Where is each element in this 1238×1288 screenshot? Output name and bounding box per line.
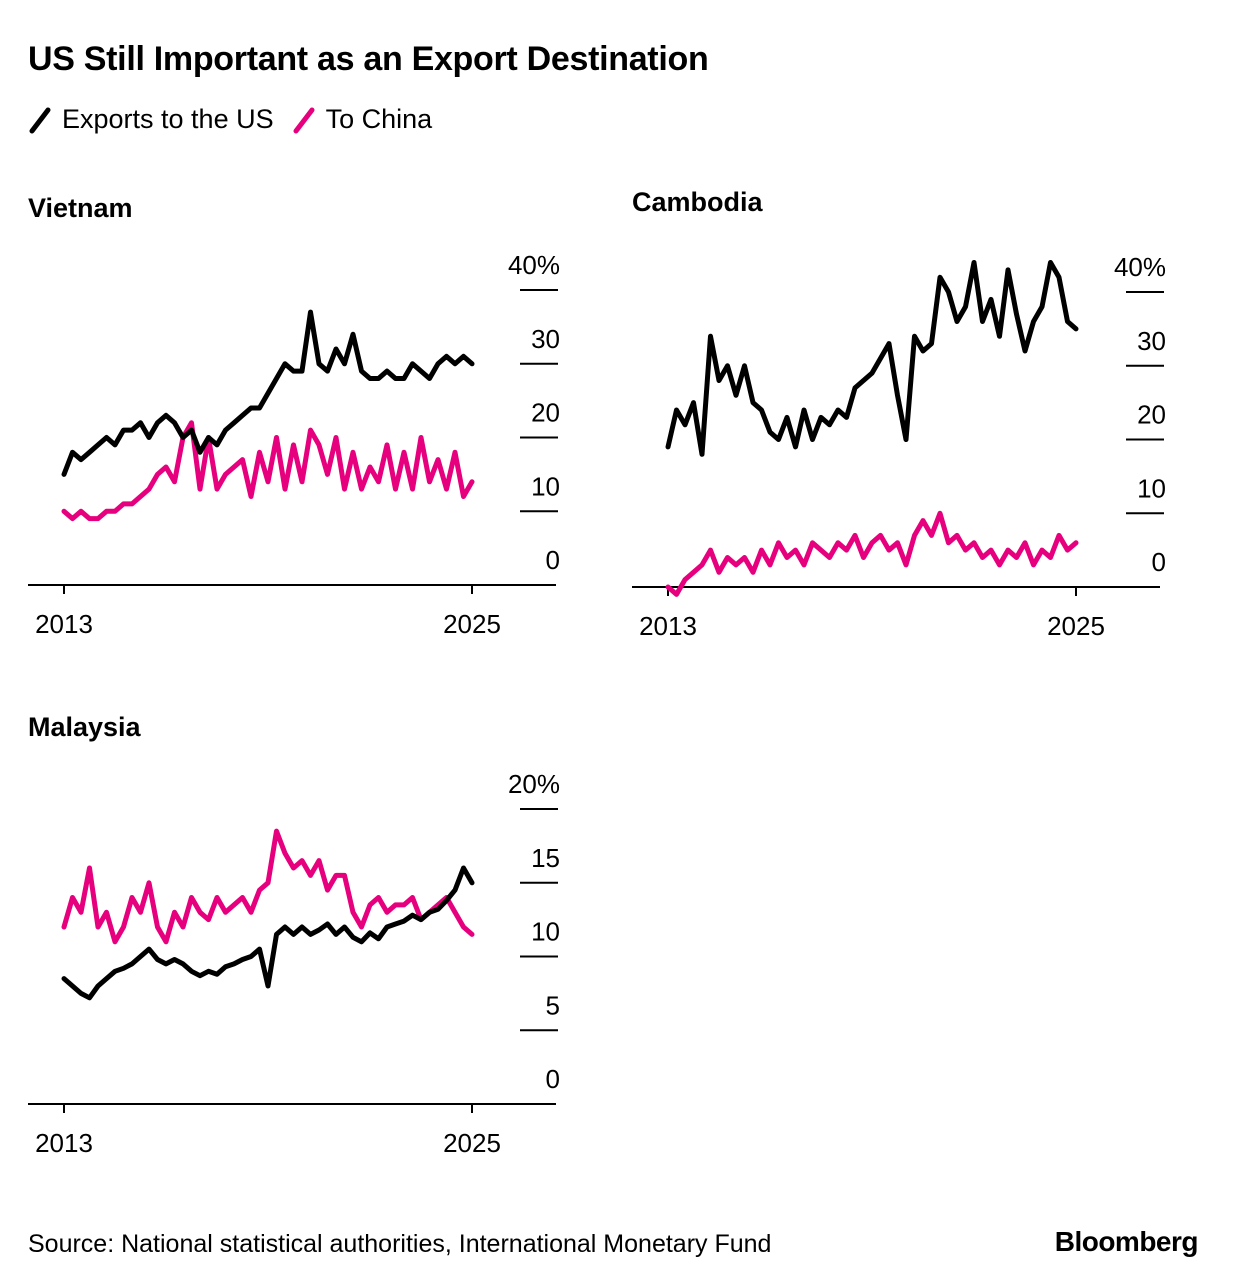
- series-line-us: [61, 865, 475, 1001]
- y-tick-label: 40%: [1114, 252, 1166, 282]
- legend-swatch-china: [293, 107, 315, 133]
- y-tick-label: 0: [546, 545, 560, 575]
- y-tick-label: 20: [1137, 400, 1166, 430]
- y-tick-label: 0: [546, 1064, 560, 1094]
- legend-swatch-china-mark: [293, 107, 315, 133]
- y-tick-label: 30: [1137, 326, 1166, 356]
- source-note: Source: National statistical authorities…: [28, 1230, 772, 1258]
- x-tick-label: 2013: [35, 609, 93, 639]
- x-tick-label: 2025: [443, 609, 501, 639]
- y-tick-label: 10: [531, 917, 560, 947]
- x-tick-label: 2013: [35, 1128, 93, 1158]
- series-line-us: [61, 309, 475, 477]
- legend-swatch-us-mark: [29, 107, 51, 133]
- y-tick-label: 30: [531, 324, 560, 354]
- series-line-china: [61, 420, 475, 522]
- y-tick-label: 15: [531, 843, 560, 873]
- x-tick-label: 2013: [639, 611, 697, 641]
- y-tick-label: 0: [1152, 547, 1166, 577]
- x-tick-label: 2025: [443, 1128, 501, 1158]
- panel-malaysia: Malaysia 0 5 10 15 20% 2013 2025: [28, 712, 560, 1158]
- y-tick-label: 10: [531, 471, 560, 501]
- legend-swatch-us: [29, 107, 51, 133]
- panel-vietnam: Vietnam 0 10 20 30 40% 2013 2025: [28, 193, 560, 639]
- legend-label-us: Exports to the US: [62, 104, 274, 134]
- chart-title: US Still Important as an Export Destinat…: [28, 40, 709, 78]
- y-tick-label: 20: [531, 398, 560, 428]
- series-line-us: [665, 260, 1079, 457]
- legend: Exports to the US To China: [28, 104, 450, 135]
- y-tick-label: 20%: [508, 769, 560, 799]
- y-tick-label: 10: [1137, 473, 1166, 503]
- y-tick-label: 40%: [508, 250, 560, 280]
- y-tick-label: 5: [546, 990, 560, 1020]
- legend-label-china: To China: [325, 104, 433, 134]
- panel-title: Malaysia: [28, 712, 142, 742]
- panel-title: Vietnam: [28, 193, 133, 223]
- legend-item-us: Exports to the US: [28, 104, 274, 135]
- series-line-china: [61, 828, 475, 945]
- panel-cambodia: Cambodia 0 10 20 30 40% 2013 2025: [632, 187, 1166, 641]
- x-tick-label: 2025: [1047, 611, 1105, 641]
- panel-title: Cambodia: [632, 187, 764, 217]
- bloomberg-logo: Bloomberg: [1054, 1226, 1199, 1257]
- legend-item-china: To China: [292, 104, 433, 135]
- series-line-china: [665, 510, 1079, 597]
